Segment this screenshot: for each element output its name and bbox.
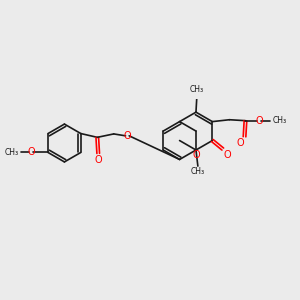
Text: CH₃: CH₃	[191, 167, 205, 176]
Text: O: O	[124, 131, 131, 141]
Text: O: O	[193, 150, 200, 161]
Text: O: O	[94, 155, 102, 166]
Text: O: O	[27, 148, 35, 158]
Text: CH₃: CH₃	[190, 85, 204, 94]
Text: CH₃: CH₃	[273, 116, 287, 125]
Text: O: O	[255, 116, 263, 126]
Text: O: O	[224, 150, 231, 160]
Text: CH₃: CH₃	[4, 148, 19, 157]
Text: O: O	[236, 138, 244, 148]
